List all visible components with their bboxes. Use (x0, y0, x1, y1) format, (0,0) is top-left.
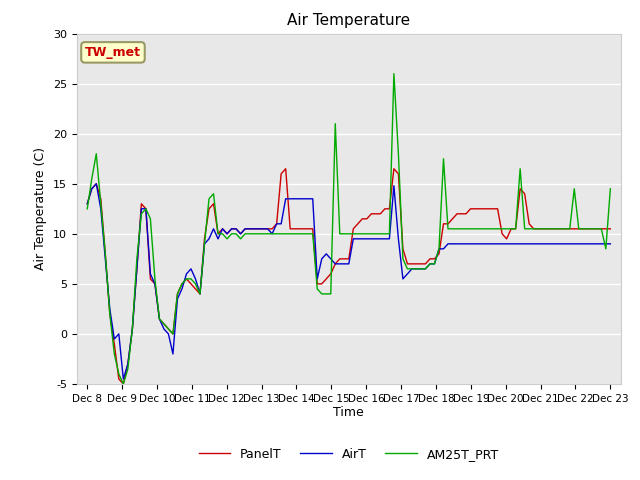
PanelT (327, 271, 335, 277)
PanelT (210, 201, 218, 207)
PanelT (187, 281, 195, 287)
PanelT (607, 226, 614, 232)
PanelT (83, 201, 91, 207)
Y-axis label: Air Temperature (C): Air Temperature (C) (35, 147, 47, 270)
AM25T_PRT (196, 291, 204, 297)
PanelT (196, 291, 204, 297)
AirT (191, 276, 199, 282)
X-axis label: Time: Time (333, 407, 364, 420)
AirT (120, 376, 127, 382)
Text: TW_met: TW_met (85, 46, 141, 59)
PanelT (228, 226, 236, 232)
AM25T_PRT (390, 71, 397, 76)
AirT (83, 201, 91, 207)
Line: AM25T_PRT: AM25T_PRT (87, 73, 611, 384)
AirT (92, 181, 100, 187)
AM25T_PRT (187, 276, 195, 282)
AM25T_PRT (579, 226, 587, 232)
Legend: PanelT, AirT, AM25T_PRT: PanelT, AirT, AM25T_PRT (194, 443, 504, 466)
Title: Air Temperature: Air Temperature (287, 13, 410, 28)
Line: PanelT: PanelT (87, 169, 611, 384)
AM25T_PRT (607, 186, 614, 192)
AirT (232, 226, 240, 232)
AM25T_PRT (83, 206, 91, 212)
AM25T_PRT (228, 231, 236, 237)
AirT (201, 241, 209, 247)
PanelT (579, 226, 587, 232)
AirT (579, 241, 587, 247)
AirT (607, 241, 614, 247)
PanelT (282, 166, 289, 172)
AirT (214, 236, 222, 242)
AM25T_PRT (120, 381, 127, 387)
AM25T_PRT (210, 191, 218, 197)
Line: AirT: AirT (87, 184, 611, 379)
PanelT (120, 381, 127, 387)
AirT (327, 256, 335, 262)
AM25T_PRT (323, 291, 330, 297)
